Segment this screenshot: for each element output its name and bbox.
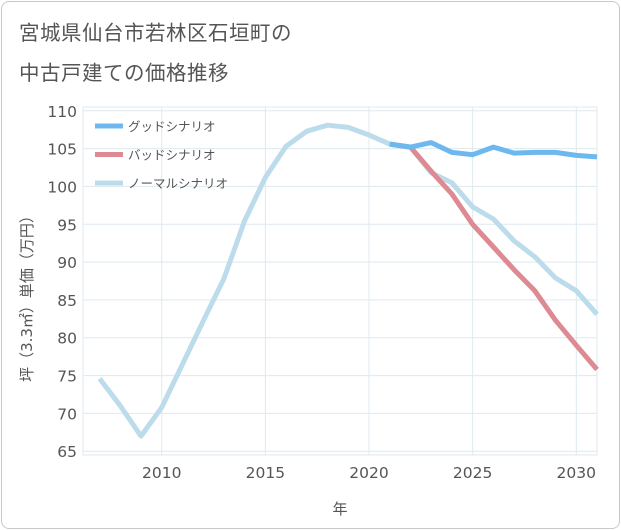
legend-label: バッドシナリオ [128, 148, 216, 163]
y-axis-title: 坪（3.3㎡）単価（万円） [18, 208, 36, 382]
y-tick-label: 100 [47, 178, 77, 196]
series-line-3 [97, 122, 599, 439]
chart-title-line-2: 中古戸建ての価格推移 [19, 61, 229, 85]
y-tick-label: 65 [57, 443, 77, 461]
legend-item-2: バッドシナリオ [95, 148, 216, 163]
plot-border [82, 106, 598, 456]
x-tick-label: 2030 [557, 464, 596, 482]
legend-label: ノーマルシナリオ [128, 176, 228, 191]
series-line-2 [389, 141, 599, 372]
y-tick-label: 90 [57, 254, 77, 272]
x-tick-label: 2015 [246, 464, 285, 482]
grid [82, 106, 598, 456]
chart-title-line-1: 宮城県仙台市若林区石垣町の [19, 21, 292, 45]
x-axis-title: 年 [332, 500, 347, 518]
y-tick-label: 85 [57, 292, 77, 310]
series-lines [97, 122, 599, 439]
y-tick-label: 70 [57, 405, 77, 423]
series-line-1 [389, 140, 598, 160]
axis-ticks: 65 70 75 80 85 90 95 100 105 110 2010 2015 2020 2025 2… [47, 103, 596, 482]
y-tick-label: 110 [47, 103, 77, 121]
x-tick-label: 2025 [453, 464, 492, 482]
x-tick-label: 2010 [142, 464, 181, 482]
y-tick-label: 105 [47, 141, 77, 159]
y-tick-label: 80 [57, 330, 77, 348]
legend-item-1: グッドシナリオ [95, 119, 216, 134]
y-tick-label: 75 [57, 368, 77, 386]
y-tick-label: 95 [57, 216, 77, 234]
legend-label: グッドシナリオ [128, 119, 216, 134]
x-tick-label: 2020 [349, 464, 388, 482]
legend-item-3: ノーマルシナリオ [95, 176, 228, 191]
